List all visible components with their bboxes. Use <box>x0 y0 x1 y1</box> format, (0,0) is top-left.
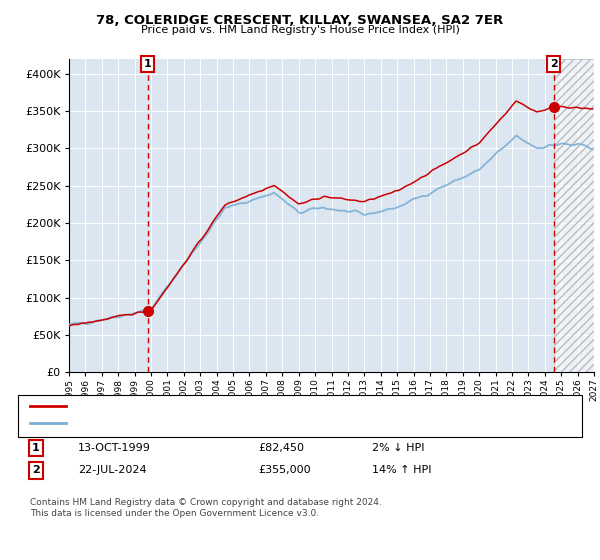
Text: 2: 2 <box>32 465 40 475</box>
Text: 14% ↑ HPI: 14% ↑ HPI <box>372 465 431 475</box>
Text: Contains HM Land Registry data © Crown copyright and database right 2024.
This d: Contains HM Land Registry data © Crown c… <box>30 498 382 518</box>
Text: 22-JUL-2024: 22-JUL-2024 <box>78 465 146 475</box>
Text: 13-OCT-1999: 13-OCT-1999 <box>78 443 151 453</box>
Text: 2% ↓ HPI: 2% ↓ HPI <box>372 443 425 453</box>
Text: £355,000: £355,000 <box>258 465 311 475</box>
Text: 78, COLERIDGE CRESCENT, KILLAY, SWANSEA, SA2 7ER (detached house): 78, COLERIDGE CRESCENT, KILLAY, SWANSEA,… <box>72 401 455 411</box>
Text: £82,450: £82,450 <box>258 443 304 453</box>
Text: 1: 1 <box>32 443 40 453</box>
Text: HPI: Average price, detached house, Swansea: HPI: Average price, detached house, Swan… <box>72 418 311 428</box>
Text: 1: 1 <box>144 59 151 69</box>
Text: 78, COLERIDGE CRESCENT, KILLAY, SWANSEA, SA2 7ER: 78, COLERIDGE CRESCENT, KILLAY, SWANSEA,… <box>97 14 503 27</box>
Text: 2: 2 <box>550 59 557 69</box>
Text: Price paid vs. HM Land Registry's House Price Index (HPI): Price paid vs. HM Land Registry's House … <box>140 25 460 35</box>
